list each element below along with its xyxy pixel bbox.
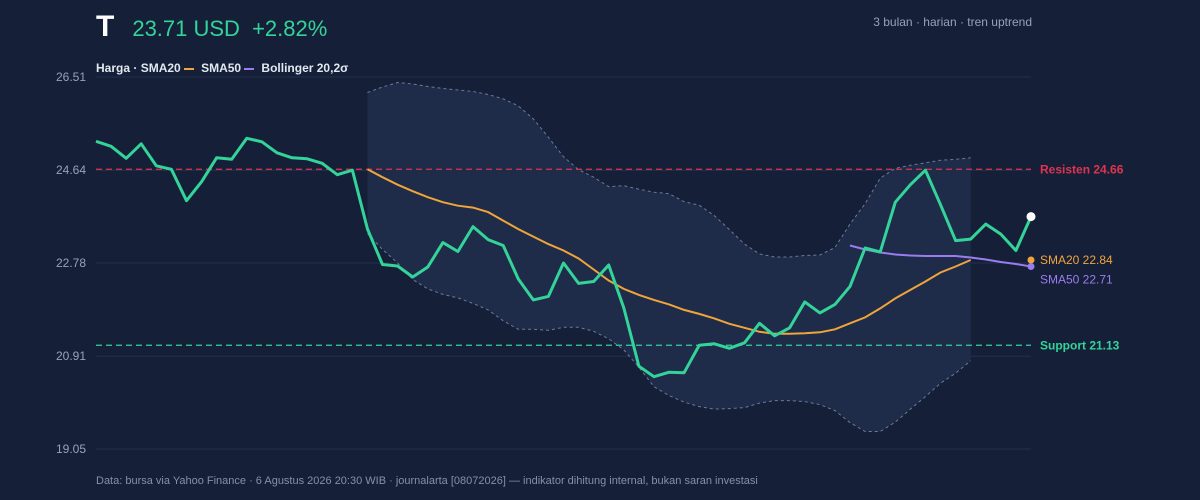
y-tick-label-1: 20.91: [56, 349, 86, 363]
chart-header: T 23.71 USD +2.82%: [96, 10, 327, 44]
legend-price: Harga: [96, 61, 131, 75]
bollinger-band-layer: [367, 81, 972, 432]
chart-meta: 3 bulan · harian · tren uptrend: [873, 15, 1032, 29]
legend-sma50-swatch: [244, 67, 255, 70]
y-tick-label-2: 22.78: [56, 256, 86, 270]
y-tick-label-0: 19.05: [56, 442, 86, 456]
legend-bollinger: Bollinger 20,2σ: [261, 61, 349, 75]
sma20-value-label: SMA20 22.84: [1040, 253, 1113, 267]
legend-separator: ·: [133, 61, 138, 75]
resistance-label: Resisten 24.66: [1040, 162, 1124, 176]
bollinger-band-fill: [367, 82, 971, 432]
last-price: 23.71 USD: [132, 16, 240, 41]
chart-legend: Harga · SMA20 SMA50 Bollinger 20,2σ: [96, 61, 348, 75]
chart-footer: Data: bursa via Yahoo Finance · 6 Agustu…: [96, 475, 758, 487]
price-change: +2.82%: [252, 16, 328, 41]
price-line: [95, 136, 1033, 379]
legend-sma20-swatch: [183, 67, 194, 70]
ticker-symbol: T: [96, 10, 115, 43]
sma20-line: [367, 168, 972, 335]
sma50-value-label: SMA50 22.71: [1040, 272, 1113, 286]
y-tick-label-3: 24.64: [56, 163, 86, 177]
support-label: Support 21.13: [1040, 338, 1120, 352]
label-layer: Resisten 24.66 Support 21.13 SMA20 22.84 SM…: [1040, 162, 1124, 352]
sma20-end-marker: [1027, 256, 1035, 264]
y-tick-label-4: 26.51: [56, 70, 86, 84]
bollinger-lower-line: [367, 233, 972, 432]
bollinger-upper-line: [367, 81, 971, 258]
legend-sma50: SMA50: [201, 61, 242, 75]
level-lines-layer: [96, 168, 1031, 346]
series-layer: [95, 136, 1036, 379]
sma50-end-marker: [1027, 262, 1035, 270]
price-end-marker: [1026, 212, 1036, 222]
legend-sma20: SMA20: [140, 61, 181, 75]
price-quote: 23.71 USD +2.82%: [132, 16, 327, 42]
